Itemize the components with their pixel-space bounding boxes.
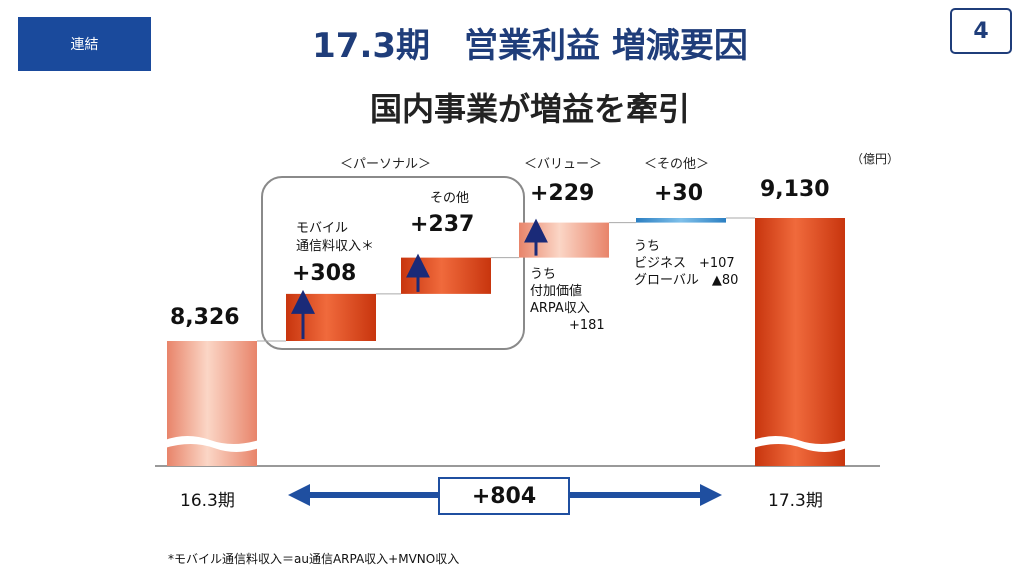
page-title: 17.3期 営業利益 増減要因 bbox=[312, 26, 748, 66]
group-label-other: ＜その他＞ bbox=[644, 157, 710, 172]
bar-end bbox=[755, 218, 845, 466]
personal-group-frame bbox=[261, 176, 525, 350]
step-mobile-name-1: モバイル bbox=[296, 221, 349, 236]
unit-label: （億円） bbox=[851, 152, 900, 166]
bar-start-break bbox=[165, 436, 259, 452]
bar-end-break bbox=[753, 436, 847, 452]
step-value-value: +229 bbox=[530, 181, 595, 206]
total-change-label: +804 bbox=[438, 477, 570, 515]
bar-step-4 bbox=[636, 218, 726, 223]
x-label-end: 17.3期 bbox=[768, 491, 823, 511]
step-mobile-name-2: 通信料収入＊ bbox=[296, 239, 375, 254]
consolidated-tag: 連結 bbox=[18, 17, 151, 71]
footnote: *モバイル通信料収入＝au通信ARPA収入+MVNO収入 bbox=[168, 552, 460, 566]
end-value-label: 9,130 bbox=[760, 177, 830, 202]
start-value-label: 8,326 bbox=[170, 305, 240, 330]
group-label-personal: ＜パーソナル＞ bbox=[340, 157, 432, 172]
step-mobile-value: +308 bbox=[292, 261, 357, 286]
x-label-start: 16.3期 bbox=[180, 491, 235, 511]
bar-step-1 bbox=[286, 293, 376, 341]
other-breakdown-note: うち ビジネス +107 グローバル ▲80 bbox=[634, 239, 739, 288]
value-breakdown-note: うち 付加価値 ARPA収入 +181 bbox=[530, 267, 605, 333]
group-label-value: ＜バリュー＞ bbox=[524, 157, 603, 172]
page-number: 4 bbox=[950, 8, 1012, 54]
step-personal-other-value: +237 bbox=[410, 212, 475, 237]
bar-step-2 bbox=[401, 257, 491, 294]
page-subtitle: 国内事業が増益を牽引 bbox=[369, 90, 690, 128]
step-other-value: +30 bbox=[654, 181, 704, 206]
bar-step-3 bbox=[519, 222, 609, 258]
step-personal-other-name: その他 bbox=[430, 191, 470, 206]
